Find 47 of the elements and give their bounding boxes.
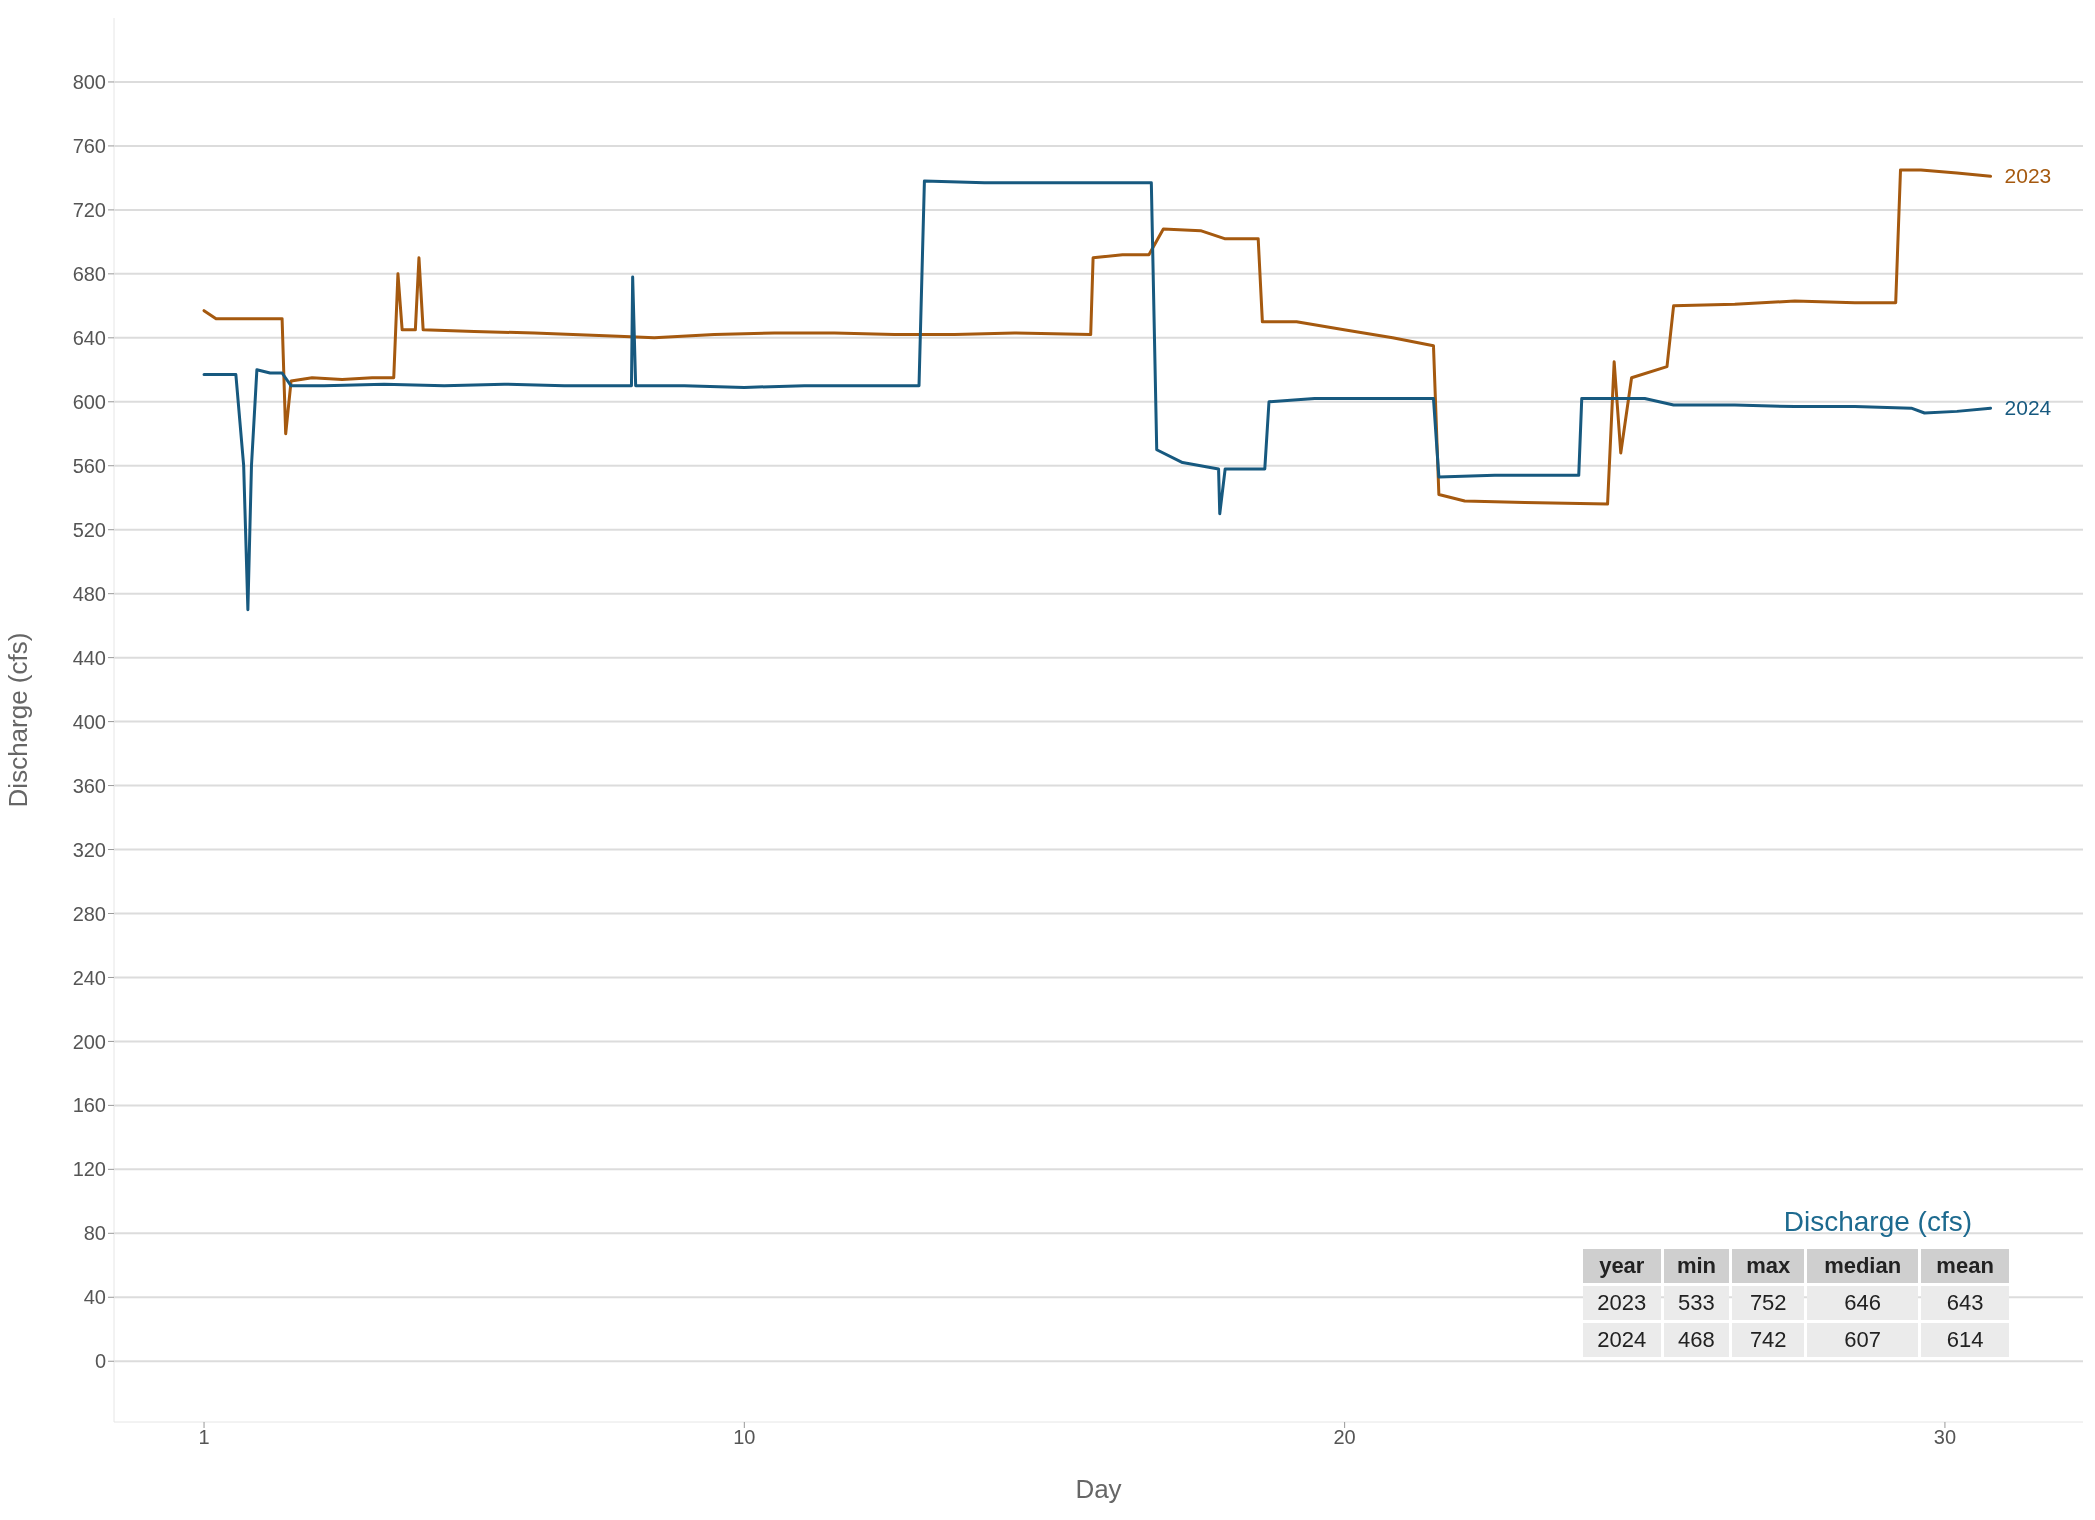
y-tick-label: 280 [72,902,106,925]
line-series [202,168,1993,506]
y-tick-label: 160 [72,1094,106,1117]
y-tick-label: 80 [83,1222,106,1245]
annotation: 742 [1732,1323,1805,1357]
y-tick-label: 640 [72,326,106,349]
x-tick-label: 20 [1333,1426,1356,1449]
y-tick-label: 480 [72,582,106,605]
x-axis-title: Day [1075,1474,1122,1504]
y-tick-label: 400 [72,710,106,733]
annotation: year [1583,1249,1661,1283]
y-tick-label: 360 [72,774,106,797]
annotation: 646 [1807,1286,1919,1320]
y-tick-label: 0 [94,1350,106,1373]
annotation: 614 [1921,1323,2009,1357]
series-label: 2023 [2004,164,2052,188]
y-tick-label: 200 [72,1030,106,1053]
y-tick-label: 600 [72,390,106,413]
y-tick-label: 560 [72,454,106,477]
x-tick-label: 1 [198,1426,210,1449]
annotation: 468 [1663,1323,1730,1357]
y-tick-label: 40 [83,1286,106,1309]
y-tick-label: 520 [72,518,106,541]
annotation: max [1732,1249,1805,1283]
y-tick-label: 680 [72,262,106,285]
y-axis-title: Discharge (cfs) [3,632,34,808]
y-tick-label: 440 [72,646,106,669]
x-tick-label: 10 [733,1426,756,1449]
series-label: 2024 [2004,396,2052,420]
y-tick-label: 720 [72,198,106,221]
annotation: 607 [1807,1323,1919,1357]
annotation: mean [1921,1249,2009,1283]
x-tick-label: 30 [1933,1426,1957,1449]
annotation: 2024 [1583,1323,1661,1357]
y-tick-label: 800 [72,71,106,94]
y-tick-label: 120 [72,1158,106,1181]
annotation: median [1807,1249,1919,1283]
annotation: 752 [1732,1286,1805,1320]
annotation: min [1663,1249,1730,1283]
line-series [202,179,1993,612]
annotation: Discharge (cfs) [1782,1206,1973,1238]
y-tick-label: 760 [72,135,106,158]
annotation: 2023 [1583,1286,1661,1320]
y-tick-label: 240 [72,966,106,989]
annotation: 643 [1921,1286,2009,1320]
annotation: 533 [1663,1286,1730,1320]
y-tick-label: 320 [72,838,106,861]
